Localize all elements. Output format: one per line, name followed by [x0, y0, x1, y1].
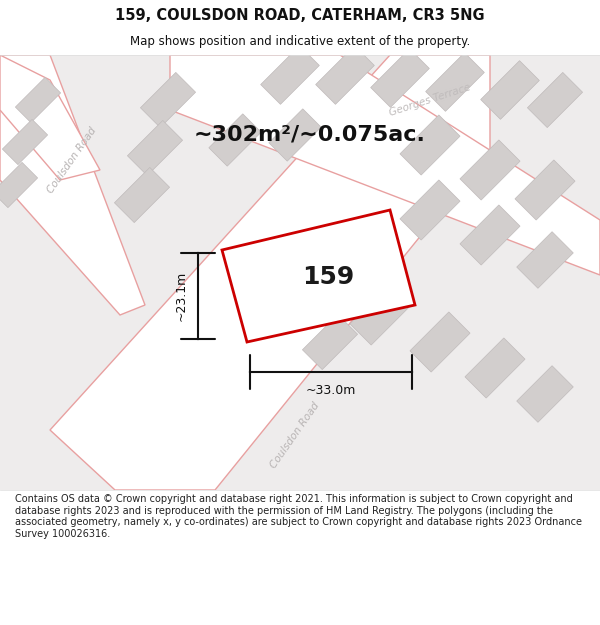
Text: Coulsdon Road: Coulsdon Road [269, 400, 322, 470]
Text: ~302m²/~0.075ac.: ~302m²/~0.075ac. [194, 125, 426, 145]
Text: 159: 159 [302, 265, 355, 289]
Polygon shape [465, 338, 525, 398]
Polygon shape [0, 162, 38, 208]
Polygon shape [350, 285, 410, 345]
Polygon shape [269, 109, 321, 161]
Text: Map shows position and indicative extent of the property.: Map shows position and indicative extent… [130, 35, 470, 48]
Text: Contains OS data © Crown copyright and database right 2021. This information is : Contains OS data © Crown copyright and d… [15, 494, 582, 539]
Polygon shape [170, 55, 600, 275]
Polygon shape [302, 314, 358, 369]
Polygon shape [209, 114, 261, 166]
Polygon shape [0, 55, 100, 180]
Text: ~33.0m: ~33.0m [306, 384, 356, 396]
Polygon shape [316, 46, 374, 104]
Polygon shape [527, 72, 583, 127]
Polygon shape [50, 55, 490, 490]
Polygon shape [400, 180, 460, 240]
Polygon shape [115, 168, 170, 222]
Polygon shape [400, 115, 460, 175]
Polygon shape [260, 46, 319, 104]
Polygon shape [460, 140, 520, 200]
Polygon shape [0, 55, 600, 490]
Polygon shape [517, 366, 573, 423]
Polygon shape [460, 205, 520, 265]
Text: Georges Terrace: Georges Terrace [388, 82, 472, 118]
Polygon shape [371, 49, 430, 108]
Polygon shape [2, 119, 47, 164]
Polygon shape [481, 61, 539, 119]
Polygon shape [140, 72, 196, 127]
Polygon shape [16, 78, 61, 122]
Polygon shape [515, 160, 575, 220]
Text: Coulsdon Road: Coulsdon Road [46, 125, 98, 195]
Polygon shape [517, 232, 573, 288]
Polygon shape [127, 121, 182, 176]
Polygon shape [425, 52, 484, 111]
Polygon shape [410, 312, 470, 372]
Text: ~23.1m: ~23.1m [175, 271, 188, 321]
Polygon shape [0, 55, 145, 315]
Text: 159, COULSDON ROAD, CATERHAM, CR3 5NG: 159, COULSDON ROAD, CATERHAM, CR3 5NG [115, 8, 485, 23]
Polygon shape [222, 210, 415, 342]
